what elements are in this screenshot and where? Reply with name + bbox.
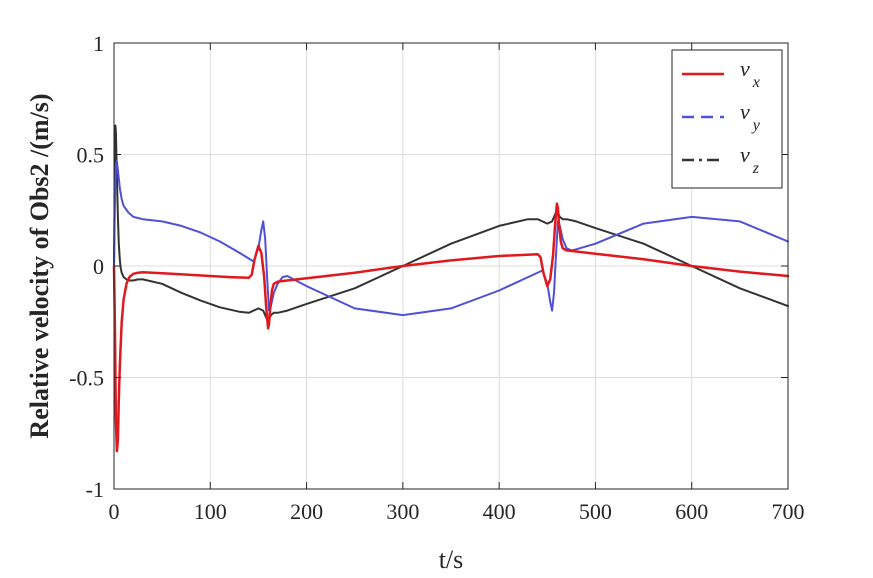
y-axis-title: Relative velocity of Obs2 /(m/s) bbox=[25, 93, 54, 438]
legend-label-vx: vx bbox=[740, 56, 760, 91]
legend: vx vy vz bbox=[671, 49, 783, 189]
x-tick-label: 600 bbox=[675, 499, 708, 524]
legend-label-vy: vy bbox=[740, 99, 761, 134]
x-axis-title: t/s bbox=[439, 545, 464, 574]
x-tick-label: 0 bbox=[109, 499, 120, 524]
series-line-vx bbox=[112, 202, 790, 453]
x-tick-label: 100 bbox=[194, 499, 227, 524]
x-tick-label: 700 bbox=[772, 499, 805, 524]
x-tick-label: 300 bbox=[386, 499, 419, 524]
legend-box bbox=[671, 49, 783, 189]
x-tick-label: 500 bbox=[579, 499, 612, 524]
x-tick-label: 400 bbox=[483, 499, 516, 524]
axis-ticks: 0 100 200 300 400 500 600 700 -1 -0.5 0 0.5 1 bbox=[69, 31, 804, 524]
legend-label-vz: vz bbox=[740, 142, 760, 177]
y-tick-label: -1 bbox=[86, 477, 104, 502]
y-tick-label: -0.5 bbox=[69, 366, 104, 391]
y-tick-label: 0.5 bbox=[77, 143, 105, 168]
y-tick-label: 0 bbox=[93, 254, 104, 279]
y-tick-label: 1 bbox=[93, 31, 104, 56]
series-line-vy bbox=[113, 160, 789, 317]
series-lines bbox=[112, 124, 790, 453]
x-tick-label: 200 bbox=[290, 499, 323, 524]
